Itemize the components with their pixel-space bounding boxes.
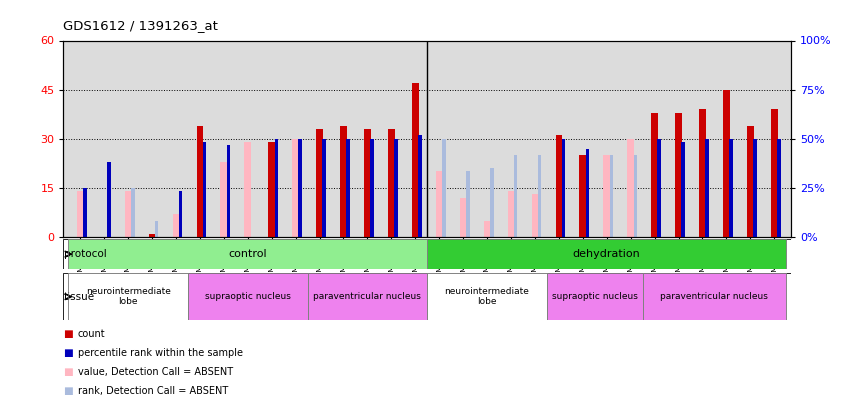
Bar [547,273,643,320]
Bar [706,139,709,237]
Bar [729,139,733,237]
Bar [227,145,230,237]
Text: ■: ■ [63,386,74,396]
Bar [427,239,786,269]
Bar [308,273,427,320]
Bar [346,139,350,237]
Bar [562,139,565,237]
Bar [299,139,302,237]
Bar [412,83,419,237]
Bar [777,139,781,237]
Bar [627,139,634,237]
Bar [442,139,446,237]
Text: ■: ■ [63,329,74,339]
Bar [149,234,156,237]
Bar [657,139,661,237]
Bar [83,188,86,237]
Bar [490,168,493,237]
Text: paraventricular nucleus: paraventricular nucleus [661,292,768,301]
Bar [364,129,371,237]
Bar [643,273,786,320]
Bar [747,126,754,237]
Text: rank, Detection Call = ABSENT: rank, Detection Call = ABSENT [78,386,228,396]
Text: supraoptic nucleus: supraoptic nucleus [552,292,638,301]
Text: percentile rank within the sample: percentile rank within the sample [78,348,243,358]
Text: count: count [78,329,106,339]
Bar [753,139,757,237]
Bar [771,116,777,237]
Bar [292,139,299,237]
Text: protocol: protocol [63,249,107,259]
Bar [484,221,491,237]
Bar [771,109,777,237]
Bar [436,171,442,237]
Bar [388,129,395,237]
Bar [179,191,183,237]
Bar [394,139,398,237]
Bar [580,155,586,237]
Text: supraoptic nucleus: supraoptic nucleus [205,292,291,301]
Bar [188,273,308,320]
Bar [777,139,781,237]
Bar [371,139,374,237]
Bar [69,239,427,269]
Bar [531,194,538,237]
Bar [107,165,111,237]
Text: GDS1612 / 1391263_at: GDS1612 / 1391263_at [63,19,218,32]
Bar [514,155,518,237]
Bar [418,135,422,237]
Bar [275,139,278,237]
Bar [681,142,685,237]
Bar [556,135,563,237]
Bar [699,109,706,237]
Bar [131,188,135,237]
Bar [538,155,541,237]
Bar [340,126,347,237]
Text: neurointermediate
lobe: neurointermediate lobe [85,287,171,306]
Text: ■: ■ [63,348,74,358]
Text: paraventricular nucleus: paraventricular nucleus [314,292,421,301]
Bar [173,214,179,237]
Bar [723,90,730,237]
Bar [124,191,131,237]
Text: value, Detection Call = ABSENT: value, Detection Call = ABSENT [78,367,233,377]
Text: neurointermediate
lobe: neurointermediate lobe [445,287,530,306]
Bar [322,139,326,237]
Bar [651,113,658,237]
Text: tissue: tissue [63,292,95,302]
Bar [196,126,203,237]
Bar [155,221,158,237]
Bar [459,198,466,237]
Bar [634,155,637,237]
Bar [508,191,514,237]
Bar [466,171,470,237]
Bar [723,90,730,237]
Bar [316,129,323,237]
Bar [427,273,547,320]
Bar [675,113,682,237]
Bar [610,155,613,237]
Bar [603,155,610,237]
Bar [77,191,84,237]
Bar [244,142,251,237]
Bar [107,162,111,237]
Bar [268,162,275,237]
Bar [585,149,590,237]
Bar [268,142,275,237]
Text: ■: ■ [63,367,74,377]
Text: dehydration: dehydration [573,249,640,259]
Text: control: control [228,249,267,259]
Bar [69,273,188,320]
Bar [203,142,206,237]
Bar [221,162,227,237]
